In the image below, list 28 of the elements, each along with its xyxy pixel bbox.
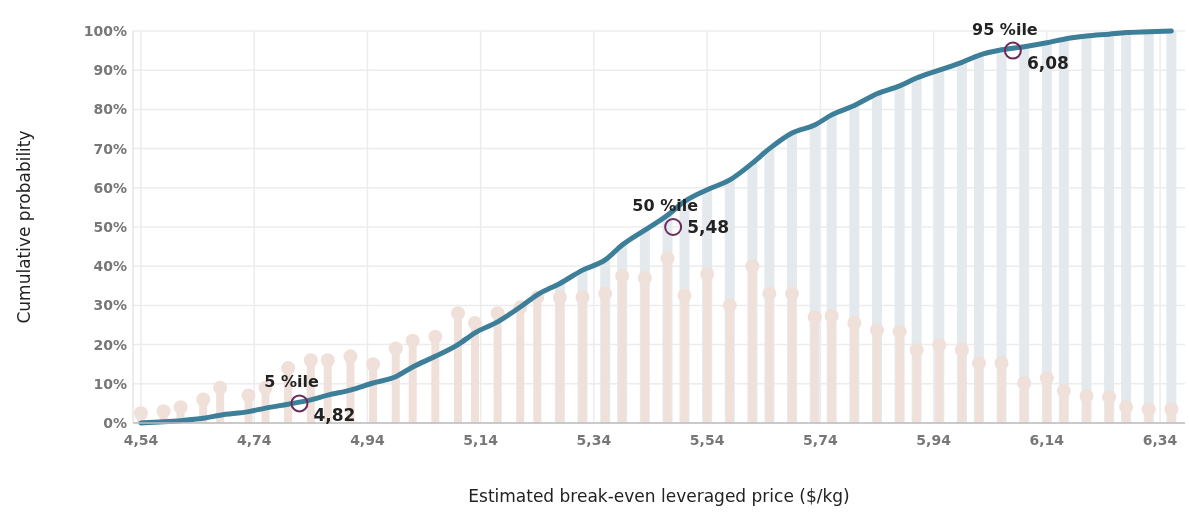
x-tick-label: 4,54 bbox=[123, 432, 159, 448]
annotation: 5 %ile bbox=[264, 372, 319, 392]
x-tick-label: 6,34 bbox=[1142, 432, 1178, 448]
y-tick-label: 30% bbox=[93, 297, 127, 314]
y-tick-label: 70% bbox=[93, 140, 127, 157]
annotation: 5,48 bbox=[687, 217, 730, 237]
y-axis-title: Cumulative probability bbox=[14, 130, 34, 324]
y-tick-label: 60% bbox=[93, 179, 127, 196]
y-tick-label: 20% bbox=[93, 336, 127, 353]
x-tick-label: 5,14 bbox=[463, 432, 499, 448]
y-tick-label: 10% bbox=[93, 375, 127, 392]
annotation: 4,82 bbox=[313, 405, 356, 426]
y-tick-label: 100% bbox=[83, 23, 127, 39]
x-tick-label: 4,94 bbox=[350, 432, 385, 448]
x-tick-label: 6,14 bbox=[1029, 432, 1065, 448]
y-tick-label: 50% bbox=[93, 219, 127, 235]
x-tick-label: 4,74 bbox=[236, 432, 272, 448]
x-tick-label: 5,54 bbox=[689, 432, 725, 448]
x-tick-label: 5,94 bbox=[916, 432, 952, 448]
x-axis-title: Estimated break-even leveraged price ($/kg) bbox=[468, 486, 850, 506]
y-tick-label: 90% bbox=[93, 62, 127, 79]
y-tick-label: 40% bbox=[93, 258, 127, 275]
x-tick-label: 5,74 bbox=[803, 432, 838, 448]
x-tick-label: 5,34 bbox=[576, 432, 612, 448]
annotation: 6,08 bbox=[1026, 52, 1069, 73]
y-tick-label: 0% bbox=[103, 415, 127, 431]
y-tick-label: 80% bbox=[93, 101, 127, 118]
annotation: 95 %ile bbox=[972, 19, 1038, 39]
